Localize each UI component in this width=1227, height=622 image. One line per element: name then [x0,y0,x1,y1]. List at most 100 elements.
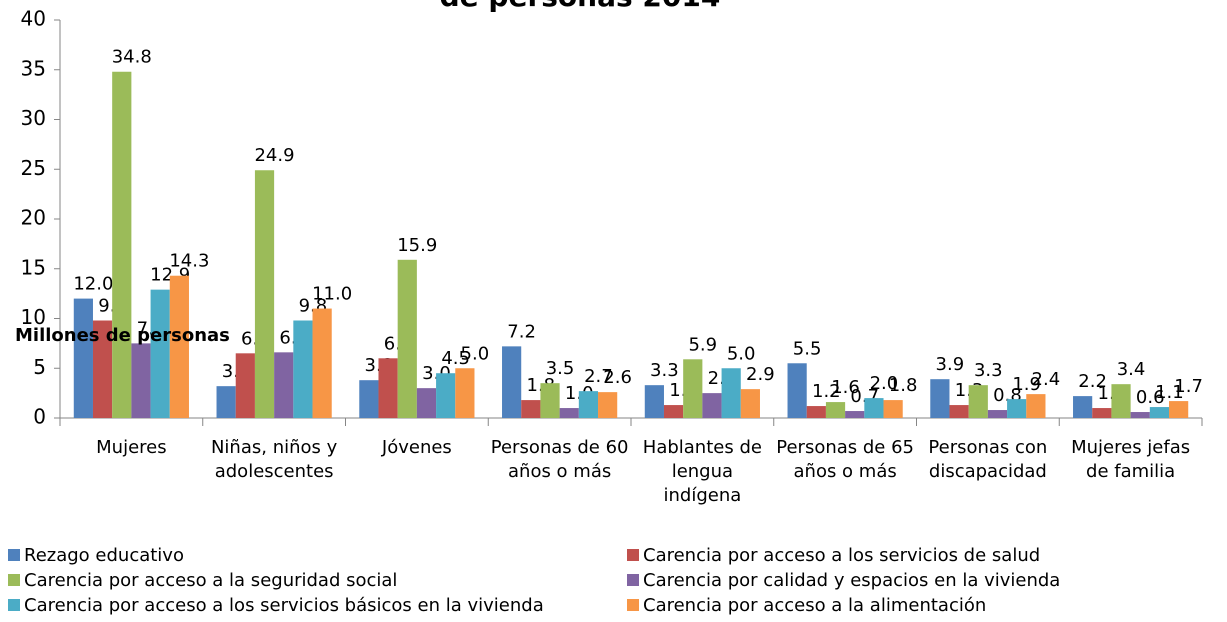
bar [578,391,599,418]
data-label: 2.4 [1032,369,1061,390]
x-tick-label: Personas con discapacidad [928,437,1048,482]
legend-entry: Carencia por acceso a la seguridad socia… [8,570,397,592]
data-label: 5.9 [688,334,717,355]
bar [397,259,417,418]
bar [235,353,255,418]
y-axis-label: Millones de personas [15,325,230,346]
bar [312,308,332,418]
legend-swatch [627,574,639,586]
bar [987,410,1008,418]
y-tick-label: 0 [33,405,46,429]
y-tick-label: 15 [21,255,46,279]
bar [559,408,579,418]
y-tick-label: 10 [21,305,46,329]
data-label: 2.0 [870,373,899,394]
bar [436,373,456,418]
bar [1111,384,1131,418]
legend-swatch [8,599,20,611]
x-tick-label: Hablantes de lengua indígena [642,437,762,506]
data-label: 1.1 [1155,382,1184,403]
bar [150,289,170,418]
data-label: 2.6 [603,367,632,388]
x-tick-label: Personas de 60 años o más [490,437,629,482]
bar [378,358,398,418]
legend-label: Carencia por acceso a los servicios bási… [24,595,544,616]
chart-title: de personas 2014 [440,0,721,13]
bar [949,405,969,418]
x-tick-label: Mujeres [96,437,167,458]
bar [702,393,722,418]
bar [883,400,903,418]
bar [740,389,760,418]
bar [1073,396,1093,418]
data-label: 1.2 [812,381,841,402]
data-label: 5.0 [727,343,756,364]
x-tick-label: Niñas, niños y adolescentes [210,437,338,482]
bar [416,388,437,418]
x-tick-label: Personas de 65 años o más [776,437,914,482]
bar [721,368,741,418]
y-tick-label: 40 [21,7,46,31]
bar [1026,394,1046,418]
bar [92,320,113,418]
bar [787,363,807,418]
data-label: 3.4 [1117,359,1146,380]
bar [864,398,884,418]
legend-label: Carencia por acceso a la alimentación [643,595,987,616]
data-label: 34.8 [112,47,152,68]
data-label: 0.6 [1136,387,1165,408]
bar [254,170,275,418]
bar [502,346,522,418]
data-label: 5.0 [461,343,490,364]
bar [663,405,684,418]
data-label: 1.6 [831,377,860,398]
y-tick-label: 30 [21,106,46,130]
bar [112,71,132,419]
bar [73,298,93,418]
data-label: 3.5 [546,358,575,379]
bar [1007,399,1027,418]
bar [1169,401,1189,418]
x-tick-label: Mujeres jefas de familia [1071,437,1191,482]
y-tick-label: 25 [21,156,46,180]
legend-label: Carencia por acceso a la seguridad socia… [24,570,398,591]
y-tick-label: 20 [21,206,46,230]
legend-entry: Carencia por acceso a los servicios de s… [627,545,1040,567]
legend-swatch [8,549,20,561]
data-label: 15.9 [397,235,437,256]
legend-entry: Carencia por acceso a los servicios bási… [8,595,544,617]
bar [825,402,846,418]
bar [359,380,379,418]
data-label: 1.8 [889,375,918,396]
bar [845,411,865,418]
legend-swatch [8,574,20,586]
data-label: 11.0 [312,284,352,305]
bar [540,383,560,418]
bar [1149,407,1170,418]
legend-label: Carencia por acceso a los servicios de s… [643,545,1041,566]
legend-label: Rezago educativo [24,545,184,566]
legend-entry: Rezago educativo [8,545,184,567]
bar [216,386,236,418]
bar [1092,408,1112,418]
bar [598,392,618,418]
data-label: 3.3 [974,360,1003,381]
data-label: 4.5 [441,348,470,369]
bar [683,359,703,418]
data-label: 24.9 [254,145,294,166]
bar [169,275,189,418]
data-label: 5.5 [793,338,822,359]
legend-swatch [627,549,639,561]
data-label: 1.9 [1012,374,1041,395]
bar [930,379,950,418]
bar [644,385,664,418]
data-label: 2.9 [746,364,775,385]
bar [806,406,826,418]
legend-entry: Carencia por calidad y espacios en la vi… [627,570,1060,592]
legend-label: Carencia por calidad y espacios en la vi… [643,570,1061,591]
x-tick-label: Jóvenes [381,437,452,458]
legend-entry: Carencia por acceso a la alimentación [627,595,986,617]
y-tick-label: 5 [33,355,46,379]
bar [455,368,475,418]
